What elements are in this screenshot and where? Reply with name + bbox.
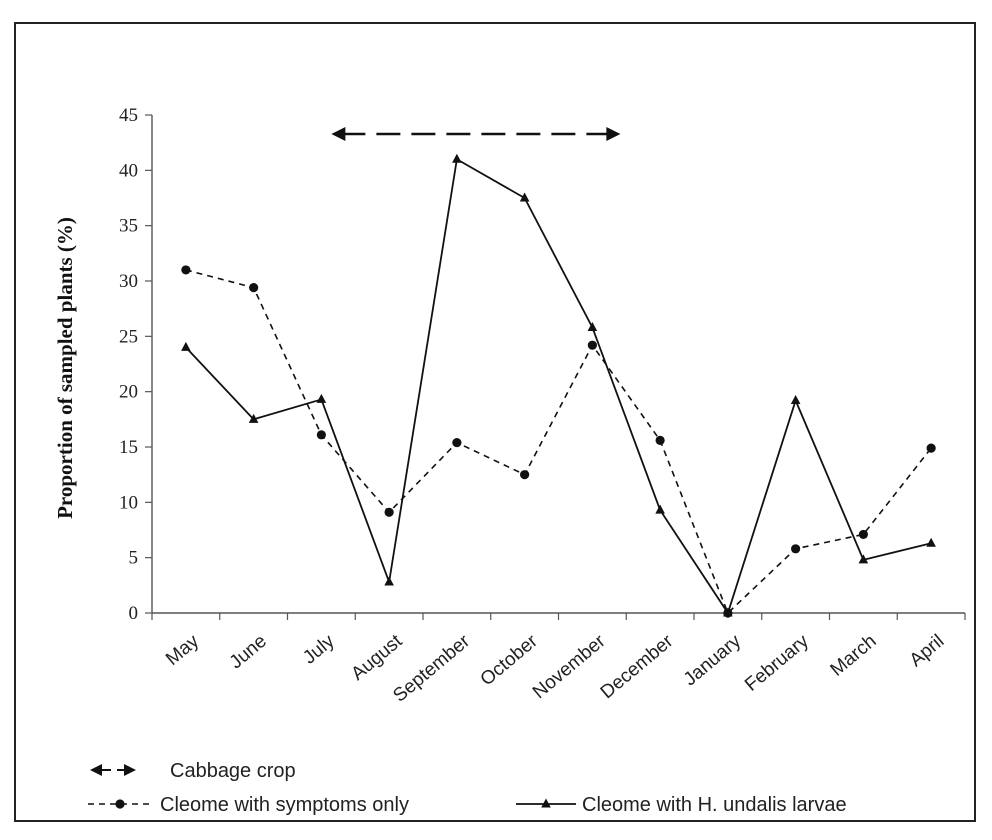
legend-marker-series-1 xyxy=(115,799,125,809)
y-tick-label: 10 xyxy=(119,492,138,513)
legend-marker-series-2 xyxy=(541,798,551,808)
x-tick-label: May xyxy=(162,630,203,669)
y-tick-label: 0 xyxy=(129,603,139,624)
chart-axes xyxy=(145,114,966,620)
arrow-right-head xyxy=(606,127,621,141)
y-tick-label: 30 xyxy=(119,271,138,292)
data-point xyxy=(520,470,530,480)
x-tick-label: November xyxy=(529,630,610,703)
legend-label-annotation: Cabbage crop xyxy=(170,760,296,782)
data-point xyxy=(316,393,327,403)
data-point xyxy=(249,283,259,293)
data-point xyxy=(519,192,530,202)
x-tick-label: March xyxy=(827,631,881,681)
data-point xyxy=(858,554,869,564)
y-tick-label: 40 xyxy=(119,160,138,181)
data-point xyxy=(655,504,665,514)
data-point xyxy=(723,607,733,617)
arrow-left-head xyxy=(331,127,346,141)
data-point xyxy=(384,576,394,586)
legend-arrow-left xyxy=(90,764,102,776)
data-point xyxy=(791,544,801,554)
data-point xyxy=(452,437,462,448)
y-tick-label: 20 xyxy=(119,382,138,403)
x-tick-label: June xyxy=(226,631,271,674)
series-2 xyxy=(181,153,936,617)
data-point xyxy=(587,340,597,350)
data-point xyxy=(587,321,598,331)
x-tick-label: January xyxy=(680,630,746,690)
y-tick-label: 45 xyxy=(119,105,138,126)
data-point xyxy=(790,395,801,405)
series-line xyxy=(185,269,932,615)
y-tick-label: 25 xyxy=(119,326,138,347)
x-tick-label: December xyxy=(597,630,678,703)
x-tick-label: September xyxy=(389,630,474,706)
series-line xyxy=(185,157,932,616)
y-tick-labels: 0 5 10 15 20 25 30 35 40 45 xyxy=(119,105,138,624)
x-tick-label: October xyxy=(477,630,543,690)
data-point xyxy=(384,507,394,517)
y-tick-label: 35 xyxy=(119,216,138,237)
y-tick-label: 5 xyxy=(129,548,139,569)
series-1 xyxy=(181,265,936,618)
data-point xyxy=(926,537,936,547)
data-point xyxy=(181,341,191,351)
y-tick-label: 15 xyxy=(119,437,138,458)
chart-series xyxy=(181,153,936,618)
data-point xyxy=(248,413,259,423)
legend-label-series-2: Cleome with H. undalis larvae xyxy=(582,794,847,816)
data-point xyxy=(858,529,868,540)
figure-frame xyxy=(14,22,976,822)
x-tick-label: February xyxy=(741,630,813,695)
x-tick-label: August xyxy=(348,630,407,685)
data-point xyxy=(181,265,191,275)
x-tick-label: April xyxy=(906,631,949,672)
data-point xyxy=(926,443,936,453)
cabbage-crop-arrow xyxy=(331,127,621,141)
data-point xyxy=(316,430,326,440)
data-point xyxy=(452,153,462,163)
legend: Cabbage crop Cleome with symptoms only Cle… xyxy=(88,760,847,816)
x-tick-label: July xyxy=(299,630,339,668)
y-axis-label: Proportion of sampled plants (%) xyxy=(53,217,77,519)
legend-label-series-1: Cleome with symptoms only xyxy=(160,794,409,816)
legend-arrow-right xyxy=(124,764,136,776)
data-point xyxy=(655,435,665,445)
